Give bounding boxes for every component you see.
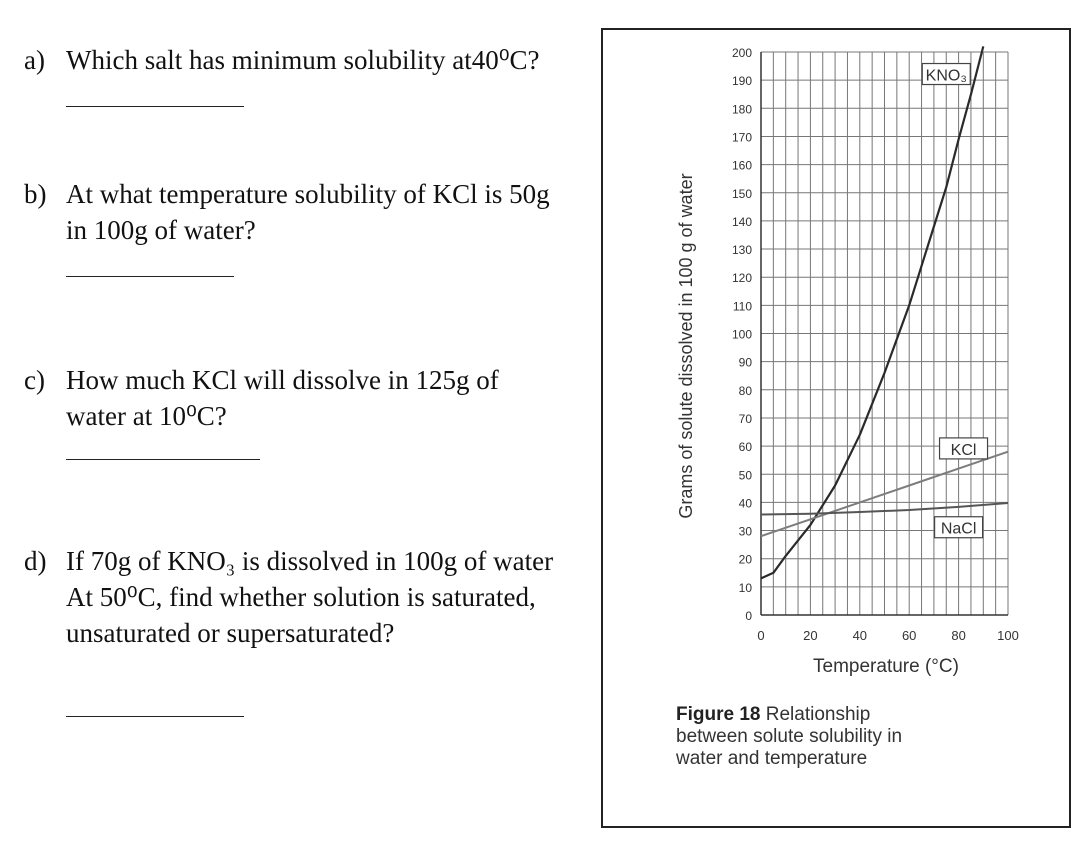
- figure-caption: Figure 18 Relationship between solute so…: [676, 704, 902, 770]
- y-tick-label: 130: [732, 243, 752, 257]
- y-tick-label: 50: [739, 468, 753, 482]
- y-tick-label: 100: [732, 328, 752, 342]
- series-line-1: [760, 46, 985, 580]
- series-label-box: [933, 516, 984, 539]
- series-label: KNO₃: [926, 68, 967, 85]
- caption-text: Relationship: [765, 704, 871, 725]
- y-tick-label: 80: [739, 384, 753, 398]
- y-tick-label: 30: [739, 525, 753, 539]
- y-tick-label: 140: [732, 215, 752, 229]
- x-tick-label: 20: [803, 628, 817, 643]
- y-tick-label: 10: [739, 581, 753, 595]
- answer-line-c[interactable]: [66, 459, 260, 460]
- series-line-2: [760, 450, 1009, 538]
- y-tick-label: 60: [739, 440, 753, 454]
- question-a-letter: a): [24, 45, 45, 75]
- question-c-text-2: water at 10⁰C?: [66, 401, 227, 431]
- question-a: a) Which salt has minimum solubility at40…: [24, 42, 540, 78]
- caption-label: Figure 18: [676, 704, 761, 725]
- series-label-box: [938, 437, 989, 460]
- series-label-box: [921, 62, 971, 86]
- y-tick-label: 190: [732, 74, 752, 88]
- y-tick-label: 200: [732, 46, 752, 60]
- x-tick-label: 100: [997, 628, 1019, 643]
- question-c: c) How much KCl will dissolve in 125g of …: [24, 362, 499, 434]
- question-b-text-2: in 100g of water?: [66, 215, 256, 245]
- question-d-text-2: At 50⁰C, find whether solution is satura…: [66, 582, 536, 612]
- y-tick-label: 90: [739, 356, 753, 370]
- series-line-3: [760, 502, 1009, 516]
- x-tick-label: 60: [902, 628, 916, 643]
- question-b: b) At what temperature solubility of KCl …: [24, 176, 550, 248]
- y-tick-label: 120: [732, 271, 752, 285]
- y-tick-label: 0: [745, 609, 752, 623]
- x-axis-label: Temperature (°C): [813, 656, 959, 677]
- answer-line-a[interactable]: [66, 106, 244, 107]
- y-tick-label: 150: [732, 187, 752, 201]
- chart-labels: 0 10 20 30 40 50 60 70 80 90 100 110 120 130 140 150 160…: [732, 46, 1019, 643]
- x-tick-label: 40: [853, 628, 867, 643]
- question-c-text-1: How much KCl will dissolve in 125g of: [66, 365, 499, 395]
- y-tick-label: 20: [739, 553, 753, 567]
- question-b-letter: b): [24, 179, 47, 209]
- y-axis-label: Grams of solute dissolved in 100 g of wa…: [676, 173, 696, 518]
- x-tick-label: 0: [757, 628, 764, 643]
- y-tick-label: 110: [733, 299, 752, 313]
- question-d-text-1: If 70g of KNO₃ is dissolved in 100g of w…: [66, 546, 554, 576]
- question-d-letter: d): [24, 546, 47, 576]
- y-tick-label: 160: [732, 159, 752, 173]
- answer-line-b[interactable]: [66, 276, 234, 277]
- caption-line-3: water and temperature: [676, 748, 868, 769]
- chart-series: [760, 46, 1009, 580]
- series-label: KCl: [951, 442, 977, 459]
- chart-axes: [760, 52, 1008, 616]
- question-a-text: Which salt has minimum solubility at40⁰C…: [66, 45, 540, 75]
- series-label: NaCl: [941, 521, 977, 538]
- figure-frame: [601, 28, 1071, 828]
- x-tick-label: 80: [951, 628, 965, 643]
- y-tick-label: 40: [739, 496, 753, 510]
- question-b-text-1: At what temperature solubility of KCl is…: [66, 179, 550, 209]
- y-tick-label: 180: [732, 102, 752, 116]
- question-c-letter: c): [24, 365, 45, 395]
- y-tick-label: 170: [732, 130, 752, 144]
- question-d-text-3: unsaturated or supersaturated?: [66, 618, 395, 648]
- question-d: d) If 70g of KNO₃ is dissolved in 100g of…: [24, 543, 553, 651]
- caption-line-2: between solute solubility in: [676, 726, 903, 747]
- answer-line-d[interactable]: [66, 716, 244, 717]
- y-tick-label: 70: [739, 412, 753, 426]
